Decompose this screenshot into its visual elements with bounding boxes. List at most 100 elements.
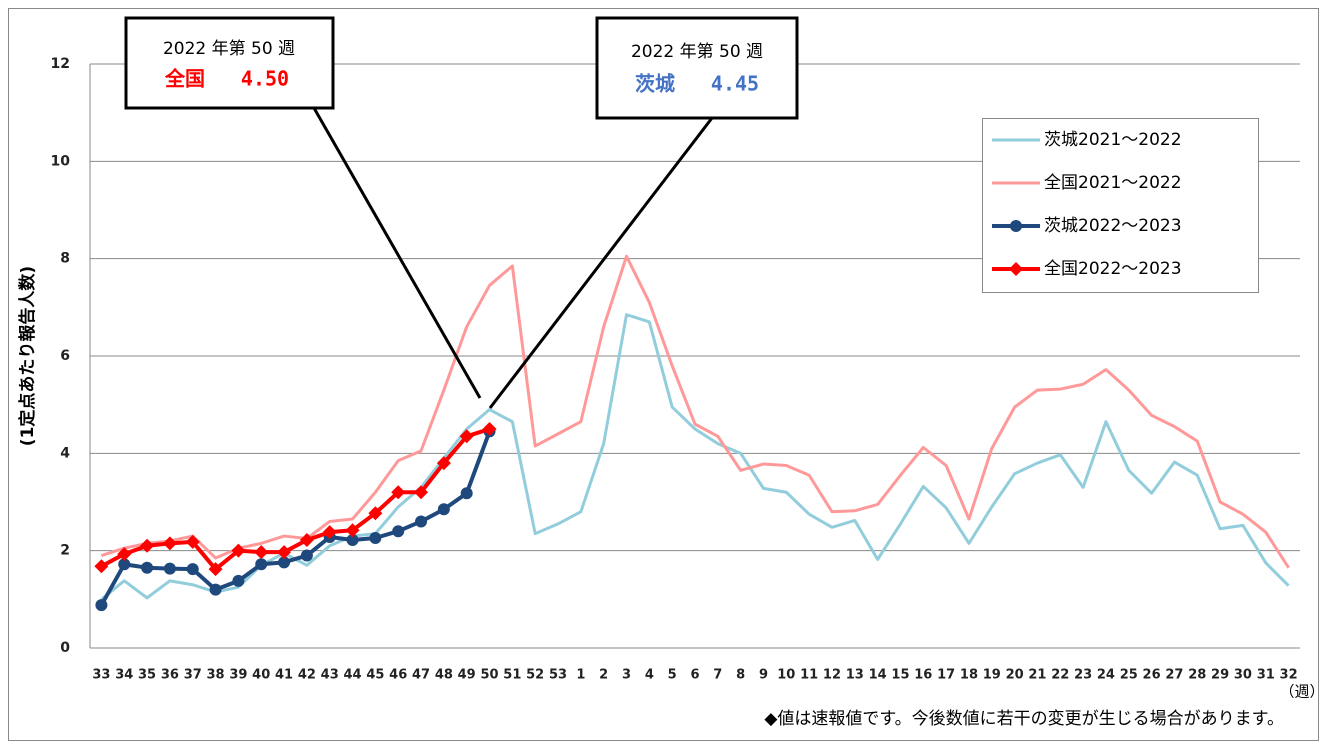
y-tick-label: 8 (60, 251, 70, 267)
marker (391, 485, 406, 500)
x-tick-label: 17 (937, 668, 955, 683)
marker (118, 558, 131, 571)
x-tick-label: 26 (1143, 668, 1161, 683)
marker (368, 506, 383, 521)
legend-marker (1009, 262, 1023, 276)
callout-label: 茨城 (635, 72, 675, 96)
marker (208, 562, 223, 577)
x-tick-label: 41 (275, 668, 293, 683)
x-tick-label: 14 (869, 668, 887, 683)
x-tick-label: 53 (549, 668, 567, 683)
callout-box (595, 16, 799, 120)
x-tick-label: 48 (435, 668, 453, 683)
marker (460, 487, 473, 500)
marker (255, 558, 268, 571)
series-line (100, 254, 1290, 569)
x-tick-label: 47 (412, 668, 430, 683)
x-tick-label: 29 (1211, 668, 1229, 683)
x-tick-label: 2 (599, 668, 608, 683)
marker (95, 599, 108, 612)
marker (278, 556, 291, 569)
x-tick-label: 40 (252, 668, 270, 683)
x-tick-label: 52 (526, 668, 544, 683)
x-tick-label: 51 (503, 668, 521, 683)
x-tick-label: 44 (344, 668, 362, 683)
x-tick-label: 39 (229, 668, 247, 683)
y-tick-label: 0 (60, 640, 70, 656)
x-tick-label: 12 (823, 668, 841, 683)
marker (300, 549, 313, 562)
marker (277, 545, 292, 560)
marker (415, 515, 428, 528)
y-tick-label: 6 (60, 348, 70, 364)
x-tick-label: 13 (846, 668, 864, 683)
marker (482, 422, 497, 436)
series-line (100, 313, 1290, 601)
x-tick-label: 16 (914, 668, 932, 683)
legend-label: 茨城2021〜2022 (1044, 130, 1182, 150)
x-tick-label: 10 (777, 668, 795, 683)
x-unit: （週） (1279, 683, 1324, 701)
x-tick-label: 8 (736, 668, 745, 683)
x-tick-label: 22 (1051, 668, 1069, 683)
marker (185, 534, 200, 549)
x-tick-label: 36 (161, 668, 179, 683)
x-tick-label: 6 (690, 668, 699, 683)
legend-label: 全国2022〜2023 (1044, 259, 1182, 279)
x-tick-label: 37 (184, 668, 202, 683)
callout-title: 2022 年第 50 週 (163, 39, 295, 59)
legend-box (982, 118, 1259, 293)
marker (346, 533, 359, 546)
x-tick-label: 24 (1097, 668, 1115, 683)
x-tick-label: 49 (458, 668, 476, 683)
y-tick-label: 10 (51, 153, 71, 169)
callout-line (488, 117, 714, 409)
marker (94, 559, 109, 574)
marker (141, 561, 154, 574)
y-tick-label: 12 (51, 56, 70, 72)
callout-line (312, 107, 482, 399)
x-tick-label: 50 (480, 668, 498, 683)
marker (459, 429, 474, 444)
x-tick-label: 34 (115, 668, 133, 683)
marker (437, 503, 450, 516)
note: ◆値は速報値です。今後数値に若干の変更が生じる場合があります。 (764, 709, 1284, 729)
legend-label: 全国2021〜2022 (1044, 173, 1182, 193)
x-tick-label: 35 (138, 668, 156, 683)
x-tick-label: 9 (759, 668, 768, 683)
x-tick-label: 23 (1074, 668, 1092, 683)
callout-value: 4.50 (241, 67, 289, 91)
marker (232, 574, 245, 587)
callout-value: 4.45 (711, 72, 759, 96)
x-tick-label: 45 (366, 668, 384, 683)
y-tick-label: 4 (60, 445, 70, 461)
legend-marker (1010, 220, 1022, 232)
callout-label: 全国 (164, 67, 205, 91)
marker (231, 543, 246, 558)
marker (345, 523, 360, 538)
x-tick-label: 38 (207, 668, 225, 683)
marker (392, 525, 405, 538)
y-tick-label: 2 (60, 543, 70, 559)
x-tick-label: 43 (321, 668, 339, 683)
x-tick-label: 21 (1028, 668, 1046, 683)
marker (163, 562, 176, 575)
callout-title: 2022 年第 50 週 (631, 42, 763, 62)
legend-label: 茨城2022〜2023 (1044, 216, 1182, 236)
x-tick-label: 31 (1257, 668, 1275, 683)
callout-box (124, 16, 335, 110)
x-tick-label: 28 (1188, 668, 1206, 683)
marker (140, 538, 155, 553)
x-tick-label: 15 (891, 668, 909, 683)
x-tick-label: 27 (1165, 668, 1183, 683)
marker (299, 532, 314, 547)
marker (436, 456, 451, 471)
x-tick-label: 30 (1234, 668, 1252, 683)
marker (322, 525, 337, 540)
y-axis-label: (1定点あたり報告人数) (17, 266, 38, 446)
x-tick-label: 1 (576, 668, 585, 683)
chart-border (8, 8, 1319, 741)
x-tick-label: 46 (389, 668, 407, 683)
marker (117, 547, 132, 562)
